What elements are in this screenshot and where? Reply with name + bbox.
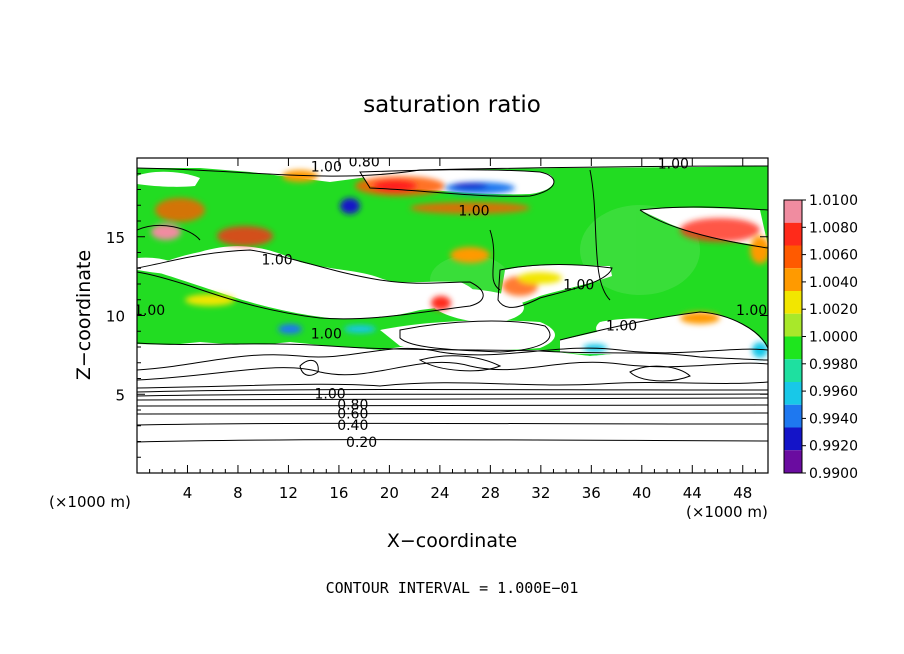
colorbar-swatch [784,313,802,337]
colorbar-swatch [784,359,802,382]
contour-label: 1.00 [658,156,689,172]
colorbar: 1.0100 1.0080 1.0060 1.0040 1.0020 1.0000 0.99… [783,193,858,482]
x-tick-label: 40 [632,484,651,502]
y-tick-label: 10 [106,308,125,326]
colorbar-label: 0.9900 [809,466,858,482]
x-axis-label: X−coordinate [387,530,517,552]
contour-label: 1.00 [311,159,342,175]
x-tick-label: 8 [233,484,243,502]
colorbar-swatch [784,336,802,360]
x-tick-label: 24 [430,484,449,502]
colorbar-swatch [784,222,802,246]
y-axis-label: Z−coordinate [73,250,95,380]
colorbar-swatch [784,404,802,428]
saturation-field: 0.200.400.600.801.001.001.001.001.001.00… [134,155,768,473]
contour-label: 0.40 [337,418,368,434]
contour-label: 1.00 [563,278,594,294]
colorbar-swatch [784,200,802,223]
x-tick-label: 36 [582,484,601,502]
contour-label: 0.60 [337,407,368,423]
contour-lines [137,165,768,443]
x-tick-label: 32 [531,484,550,502]
colorbar-swatch [784,245,802,269]
colorbar-label: 1.0060 [809,248,858,264]
contour-label: 1.00 [736,303,767,319]
colorbar-label: 1.0040 [809,275,858,291]
colorbar-label: 0.9980 [809,357,858,373]
contour-label: 0.80 [337,397,368,413]
chart-title: saturation ratio [363,92,541,118]
contour-label: 1.00 [315,386,346,402]
y-tick-label: 15 [106,229,125,247]
x-tick-label: 48 [733,484,752,502]
colorbar-label: 0.9940 [809,411,858,427]
x-tick-label: 44 [683,484,702,502]
contour-label: 0.20 [346,435,377,451]
contour-label: 1.00 [261,252,292,268]
contour-label: 1.00 [458,204,489,220]
colorbar-swatch [784,291,802,314]
colorbar-swatch [784,450,802,473]
contour-label: 1.00 [134,303,165,319]
colorbar-label: 0.9960 [809,384,858,400]
colorbar-swatch [784,268,802,291]
contour-label: 1.00 [606,319,637,335]
x-tick-label: 20 [380,484,399,502]
x-tick-label: 12 [279,484,298,502]
contour-label: 0.80 [349,155,380,171]
contour-interval-note: CONTOUR INTERVAL = 1.000E−01 [326,579,579,597]
colorbar-label: 1.0100 [809,193,858,209]
colorbar-swatch [784,427,802,451]
y-tick-label: 5 [115,386,125,404]
x-unit-left: (×1000 m) [49,493,131,511]
colorbar-label: 1.0020 [809,302,858,318]
x-unit-right: (×1000 m) [686,503,768,521]
colorbar-label: 1.0080 [809,220,858,236]
colorbar-label: 1.0000 [809,330,858,346]
x-tick-label: 16 [329,484,348,502]
contour-label: 1.00 [311,326,342,342]
x-tick-label: 4 [183,484,193,502]
colorbar-label: 0.9920 [809,439,858,455]
colorbar-swatch [784,382,802,405]
x-tick-label: 28 [481,484,500,502]
